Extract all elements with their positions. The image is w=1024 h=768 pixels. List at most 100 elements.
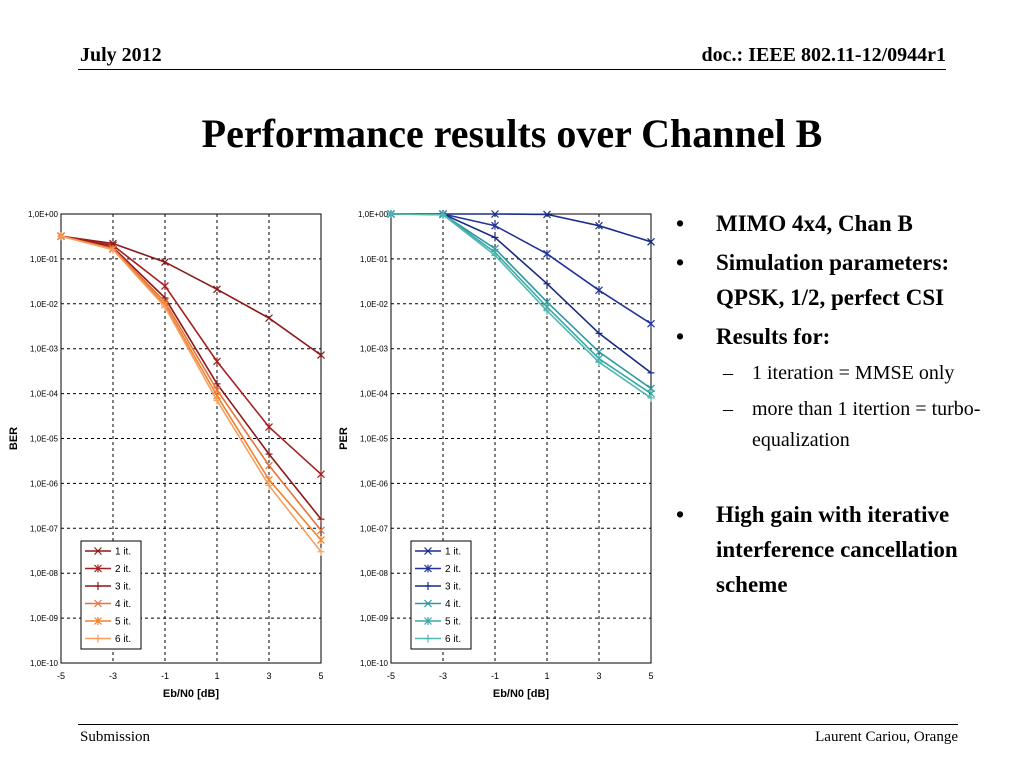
ber-legend-label: 1 it. (115, 547, 131, 558)
ber-chart-svg: -5 -3 -1 1 3 5 1,0E-10 1,0E-09 1,0E-08 1,0E-07 1,0… (8, 210, 325, 700)
marker-stroke (317, 526, 325, 535)
ber-legend-label: 6 it. (115, 634, 131, 645)
ber-data-point (317, 526, 325, 535)
per-data-point (647, 237, 655, 246)
per-legend-label: 5 it. (445, 617, 461, 628)
per-legend-label: 4 it. (445, 599, 461, 610)
per-data-point (647, 319, 655, 328)
ber-data-point (317, 351, 325, 360)
ber-x-tick-label: -5 (57, 671, 65, 681)
per-x-axis-label: Eb/N0 [dB] (493, 688, 550, 700)
ber-legend-marker (94, 599, 102, 608)
ber-x-tick-label: 3 (266, 671, 271, 681)
per-legend-label: 1 it. (445, 547, 461, 558)
per-data-point (543, 249, 551, 258)
per-data-point (543, 306, 551, 315)
per-y-tick-label: 1,0E-05 (360, 435, 389, 444)
ber-legend-label: 5 it. (115, 617, 131, 628)
ber-plot-frame (60, 213, 322, 664)
ber-legend-marker (94, 634, 102, 643)
ber-x-tick-label: 1 (214, 671, 219, 681)
per-x-tick-label: -5 (387, 671, 395, 681)
marker-stroke (265, 461, 273, 470)
per-legend-label: 3 it. (445, 582, 461, 593)
per-data-point (595, 329, 603, 338)
per-y-tick-label: 1,0E-01 (360, 255, 389, 264)
per-data-point (595, 358, 603, 367)
ber-legend (80, 540, 142, 650)
per-x-tick-label: -1 (491, 671, 499, 681)
per-data-point (491, 251, 499, 260)
per-y-tick-label: 1,0E-06 (360, 479, 389, 488)
sub-bullet-item: – more than 1 itertion = turbo-equalizati… (723, 398, 981, 451)
ber-series-line-2 (60, 235, 322, 475)
ber-data-point (317, 535, 325, 544)
ber-data-point (265, 314, 273, 323)
ber-x-tick-label: 5 (318, 671, 323, 681)
ber-y-tick-label: 1,0E-06 (30, 479, 59, 488)
ber-y-tick-label: 1,0E-08 (30, 569, 59, 578)
per-legend-label: 6 it. (445, 634, 461, 645)
ber-data-point (265, 481, 273, 490)
per-x-tick-label: 5 (648, 671, 653, 681)
per-data-point (387, 210, 395, 218)
per-y-tick-label: 1,0E+00 (358, 210, 389, 219)
ber-data-point (317, 470, 325, 479)
ber-data-point (161, 302, 169, 311)
marker-stroke (595, 221, 603, 230)
per-legend (410, 540, 472, 650)
ber-legend-label: 3 it. (115, 582, 131, 593)
ber-y-tick-label: 1,0E-05 (30, 435, 59, 444)
per-legend-marker (424, 634, 432, 643)
ber-y-tick-label: 1,0E+00 (28, 210, 59, 219)
ber-y-axis-label: BER (8, 427, 20, 450)
ber-data-point (213, 396, 221, 405)
marker-stroke (94, 599, 102, 608)
per-data-point (595, 286, 603, 295)
ber-data-point (213, 285, 221, 294)
per-data-point (647, 393, 655, 402)
header-doc-id: doc.: IEEE 802.11-12/0944r1 (701, 44, 946, 66)
per-data-point (491, 233, 499, 242)
per-y-tick-label: 1,0E-10 (360, 659, 389, 668)
marker-stroke (213, 285, 221, 294)
per-series-line-6 (390, 213, 652, 399)
bullet-item: • High gain with iterative interference c… (676, 502, 958, 597)
ber-x-tick-label: -3 (109, 671, 117, 681)
ber-legend-label: 2 it. (115, 564, 131, 575)
per-data-point (491, 221, 499, 230)
ber-data-point (317, 515, 325, 524)
per-legend-marker (424, 564, 432, 573)
per-chart-svg: -5 -3 -1 1 3 5 1,0E-10 1,0E-09 1,0E-08 1,0E-07 1,0… (338, 210, 655, 700)
bullet-item: • MIMO 4x4, Chan B (676, 211, 913, 236)
per-x-tick-label: 1 (544, 671, 549, 681)
ber-data-point (161, 293, 169, 302)
ber-data-point (265, 423, 273, 432)
marker-stroke (424, 599, 432, 608)
bullet-item: • Results for: (676, 324, 831, 349)
ber-legend-marker (94, 582, 102, 590)
ber-y-tick-label: 1,0E-03 (30, 345, 59, 354)
ber-data-point (161, 281, 169, 290)
bullet-list: • MIMO 4x4, Chan B • Simulation parameters… (676, 206, 986, 606)
ber-data-point (265, 450, 273, 459)
per-y-tick-label: 1,0E-08 (360, 569, 389, 578)
per-x-tick-label: 3 (596, 671, 601, 681)
ber-legend-marker (94, 547, 102, 555)
footer-author: Laurent Cariou, Orange (815, 729, 958, 745)
header-rule (78, 69, 946, 70)
per-data-point (491, 210, 499, 218)
per-legend-marker (424, 582, 432, 590)
per-data-point (543, 279, 551, 288)
per-data-point (595, 221, 603, 230)
marker-stroke (424, 547, 432, 555)
bullet-item: • Simulation parameters: QPSK, 1/2, perfe… (676, 250, 950, 310)
slide-title: Performance results over Channel B (201, 111, 823, 156)
ber-series-line-6 (60, 235, 322, 553)
marker-stroke (543, 210, 551, 219)
per-data-point (543, 210, 551, 219)
ber-x-tick-label: -1 (161, 671, 169, 681)
sub-bullet-item: –1 iteration = MMSE only (723, 362, 955, 384)
ber-y-tick-label: 1,0E-02 (30, 300, 59, 309)
ber-data-point (317, 547, 325, 556)
